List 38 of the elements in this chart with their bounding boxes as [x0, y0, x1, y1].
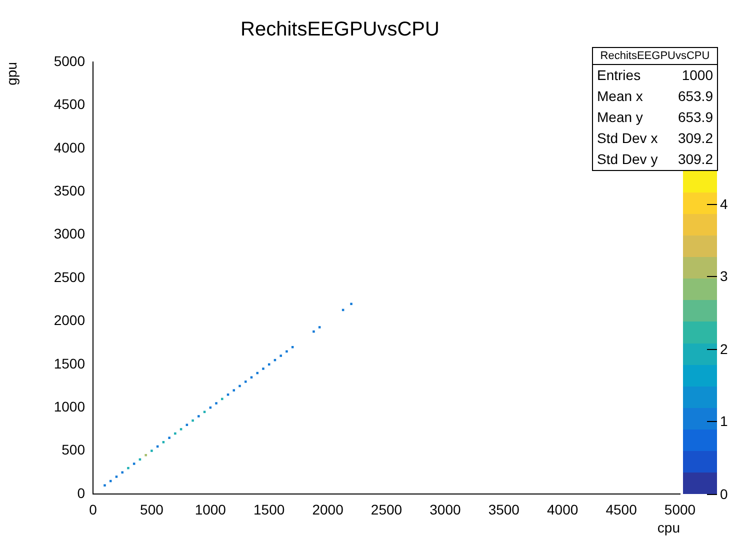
color-bar-label: 1: [720, 413, 728, 430]
y-tick-label: 1000: [54, 398, 86, 414]
y-tick-label: 500: [62, 442, 86, 458]
x-tick-label: 4500: [606, 501, 638, 518]
x-tick-label: 3000: [430, 501, 461, 518]
y-tick-label: 2500: [54, 268, 86, 285]
color-bar-label: 4: [720, 196, 728, 212]
x-tick-label: 3500: [488, 501, 520, 518]
x-tick-label: 5000: [664, 501, 696, 518]
y-tick-label: 4500: [54, 96, 86, 112]
point: [186, 424, 188, 426]
y-tick-label: 1500: [54, 355, 86, 372]
x-tick-label: 1000: [194, 501, 226, 518]
annotation: RechitsEEGPUvsCPU: [593, 48, 717, 65]
text: Std Dev x 309.2: [597, 130, 713, 146]
y-tick-label: 3000: [54, 226, 86, 242]
y-tick-label: 4000: [54, 139, 86, 156]
x-axis-title: cpu: [657, 519, 680, 536]
color-bar-label: 3: [720, 268, 728, 284]
x-tick-label: 1500: [254, 501, 285, 518]
color-bar-label: 0: [720, 486, 728, 502]
text: Mean x 653.9: [597, 88, 713, 104]
x-tick-label: 500: [140, 501, 164, 518]
x-tick-label: 2000: [312, 501, 344, 518]
y-axis-title: gpu: [3, 62, 20, 86]
x-tick-label: 4000: [547, 501, 578, 518]
x-tick-label: 0: [89, 501, 98, 518]
y-tick-label: 5000: [54, 52, 86, 69]
text: Std Dev y 309.2: [597, 151, 713, 167]
y-tick-label: 0: [77, 484, 86, 501]
y-tick-label: 2000: [54, 312, 86, 328]
y-tick-label: 3500: [54, 182, 86, 198]
point: [291, 346, 294, 348]
color-bar-label: 2: [720, 340, 728, 357]
chart-title: RechitsEEGPUvsCPU: [240, 18, 440, 41]
x-tick-label: 2500: [370, 501, 402, 518]
text: Mean y 653.9: [597, 109, 713, 125]
text: Entries 1000: [597, 67, 713, 83]
